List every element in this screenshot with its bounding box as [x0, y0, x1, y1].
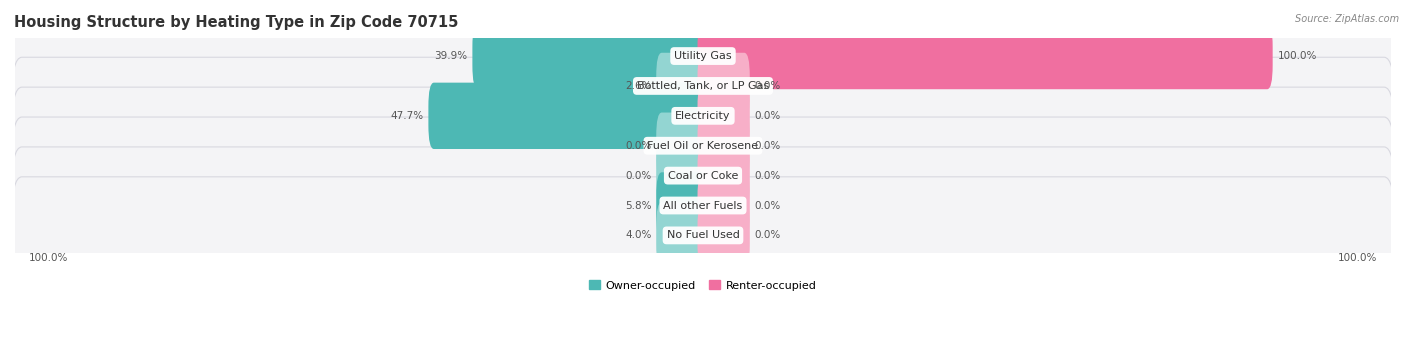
Text: Housing Structure by Heating Type in Zip Code 70715: Housing Structure by Heating Type in Zip… [14, 15, 458, 30]
FancyBboxPatch shape [11, 27, 1395, 145]
FancyBboxPatch shape [429, 83, 709, 149]
FancyBboxPatch shape [11, 147, 1395, 264]
Text: Coal or Coke: Coal or Coke [668, 170, 738, 181]
Text: 100.0%: 100.0% [1278, 51, 1317, 61]
Text: 47.7%: 47.7% [391, 111, 423, 121]
FancyBboxPatch shape [11, 87, 1395, 204]
Text: All other Fuels: All other Fuels [664, 201, 742, 210]
FancyBboxPatch shape [657, 53, 709, 119]
Text: 100.0%: 100.0% [28, 253, 67, 263]
Text: Fuel Oil or Kerosene: Fuel Oil or Kerosene [647, 141, 759, 151]
FancyBboxPatch shape [697, 113, 749, 179]
Text: 2.6%: 2.6% [624, 81, 651, 91]
Text: 4.0%: 4.0% [626, 231, 651, 240]
FancyBboxPatch shape [697, 202, 749, 269]
Text: 39.9%: 39.9% [434, 51, 468, 61]
FancyBboxPatch shape [11, 0, 1395, 115]
FancyBboxPatch shape [657, 113, 709, 179]
FancyBboxPatch shape [697, 83, 749, 149]
Text: No Fuel Used: No Fuel Used [666, 231, 740, 240]
FancyBboxPatch shape [657, 172, 709, 239]
FancyBboxPatch shape [472, 23, 709, 89]
Text: Utility Gas: Utility Gas [675, 51, 731, 61]
Text: 0.0%: 0.0% [755, 81, 780, 91]
FancyBboxPatch shape [697, 23, 1272, 89]
FancyBboxPatch shape [11, 117, 1395, 234]
FancyBboxPatch shape [11, 177, 1395, 294]
FancyBboxPatch shape [697, 172, 749, 239]
FancyBboxPatch shape [697, 53, 749, 119]
Legend: Owner-occupied, Renter-occupied: Owner-occupied, Renter-occupied [585, 276, 821, 295]
Text: Source: ZipAtlas.com: Source: ZipAtlas.com [1295, 14, 1399, 24]
Text: 0.0%: 0.0% [755, 201, 780, 210]
FancyBboxPatch shape [657, 202, 709, 269]
Text: 5.8%: 5.8% [624, 201, 651, 210]
Text: Electricity: Electricity [675, 111, 731, 121]
FancyBboxPatch shape [697, 143, 749, 209]
Text: 0.0%: 0.0% [626, 170, 651, 181]
Text: Bottled, Tank, or LP Gas: Bottled, Tank, or LP Gas [637, 81, 769, 91]
FancyBboxPatch shape [11, 57, 1395, 174]
Text: 0.0%: 0.0% [755, 231, 780, 240]
FancyBboxPatch shape [657, 143, 709, 209]
Text: 0.0%: 0.0% [755, 170, 780, 181]
Text: 0.0%: 0.0% [755, 111, 780, 121]
Text: 0.0%: 0.0% [755, 141, 780, 151]
Text: 0.0%: 0.0% [626, 141, 651, 151]
Text: 100.0%: 100.0% [1339, 253, 1378, 263]
